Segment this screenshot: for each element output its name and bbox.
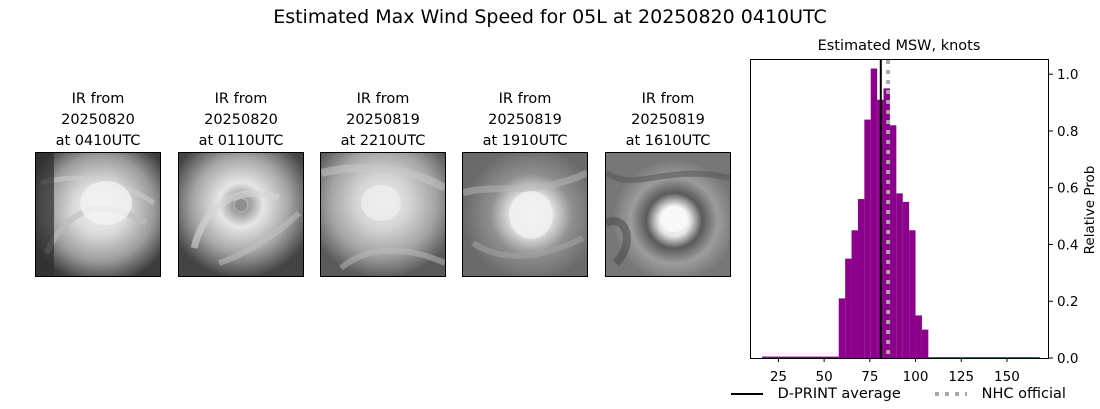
y-tick-label: 0.4 (1057, 237, 1078, 253)
histogram-bar (838, 298, 846, 358)
legend-entry-nhc: NHC official (935, 386, 1066, 402)
histogram-bar (870, 68, 878, 358)
ir-caption-time: at 0410UTC (55, 133, 141, 149)
ir-panel-4: IR from 20250819 at 1910UTC (462, 89, 588, 277)
y-tick-label: 0.0 (1057, 351, 1078, 367)
histogram-bar (889, 125, 897, 359)
ir-panel-5: IR from 20250819 at 1610UTC (605, 89, 731, 277)
ir-caption-time: at 0110UTC (198, 133, 284, 149)
y-tick-label: 1.0 (1057, 67, 1078, 83)
ir-caption-3: IR from 20250819 at 2210UTC (320, 89, 446, 152)
ir-caption-line: IR from (214, 91, 268, 107)
y-tick-label: 0.2 (1057, 294, 1078, 310)
histogram-bar (851, 230, 858, 358)
ir-caption-5: IR from 20250819 at 1610UTC (605, 89, 731, 152)
x-tick-label: 25 (770, 369, 787, 385)
ir-satellite-image-5 (605, 152, 731, 277)
x-tick-label: 100 (903, 369, 929, 385)
ir-satellite-image-4 (462, 152, 588, 277)
histogram-bar (845, 258, 852, 358)
plot-frame (750, 59, 1049, 359)
y-axis-ticks: 0.0 0.2 0.4 0.6 0.8 1.0 (1049, 67, 1078, 367)
chart-title: Estimated MSW, knots (818, 38, 981, 54)
ir-panel-2: IR from 20250820 at 0110UTC (178, 89, 304, 277)
legend-entry-dprint: D-PRINT average (731, 386, 901, 402)
y-tick-label: 0.8 (1057, 124, 1078, 140)
histogram-bar (909, 230, 916, 358)
ir-satellite-image-2 (178, 152, 304, 277)
x-axis-ticks: 25 50 75 100 125 150 (770, 358, 1020, 385)
ir-caption-time: at 1610UTC (625, 133, 711, 149)
x-tick-label: 150 (994, 369, 1020, 385)
ir-panel-1: IR from 20250820 at 0410UTC (35, 89, 161, 277)
ir-caption-date: 20250820 (61, 112, 135, 128)
histogram-bar (864, 119, 871, 358)
x-tick-label: 125 (948, 369, 974, 385)
histogram-bar (928, 357, 1040, 358)
histogram-bar (902, 201, 910, 358)
histogram-bar (896, 193, 903, 358)
ir-caption-date: 20250819 (631, 112, 705, 128)
ir-caption-time: at 2210UTC (340, 133, 426, 149)
ir-caption-time: at 1910UTC (482, 133, 568, 149)
legend-label-dprint: D-PRINT average (777, 386, 901, 402)
x-tick-label: 75 (861, 369, 878, 385)
ir-caption-line: IR from (641, 91, 695, 107)
ir-caption-line: IR from (71, 91, 125, 107)
ir-caption-2: IR from 20250820 at 0110UTC (178, 89, 304, 152)
x-tick-label: 50 (816, 369, 833, 385)
histogram-bar (857, 199, 865, 358)
ir-caption-date: 20250819 (346, 112, 420, 128)
reference-lines (879, 60, 891, 358)
ir-caption-date: 20250819 (488, 112, 562, 128)
ir-caption-line: IR from (498, 91, 552, 107)
ir-satellite-image-1 (35, 152, 161, 277)
solid-line-swatch-icon (731, 393, 763, 395)
figure-title: Estimated Max Wind Speed for 05L at 2025… (273, 6, 827, 28)
dotted-line-swatch-icon (935, 392, 967, 396)
histogram-bar (915, 315, 922, 358)
ir-caption-date: 20250820 (204, 112, 278, 128)
y-axis-label: Relative Prob (1082, 166, 1098, 255)
ir-caption-4: IR from 20250819 at 1910UTC (462, 89, 588, 152)
legend-label-nhc: NHC official (981, 386, 1066, 402)
histogram-bar (761, 356, 839, 358)
ir-caption-1: IR from 20250820 at 0410UTC (35, 89, 161, 152)
histogram-bars (761, 68, 1040, 359)
ir-caption-line: IR from (356, 91, 410, 107)
y-tick-label: 0.6 (1057, 181, 1078, 197)
ir-satellite-image-3 (320, 152, 446, 277)
histogram-bar (921, 329, 929, 358)
ir-panel-3: IR from 20250819 at 2210UTC (320, 89, 446, 277)
